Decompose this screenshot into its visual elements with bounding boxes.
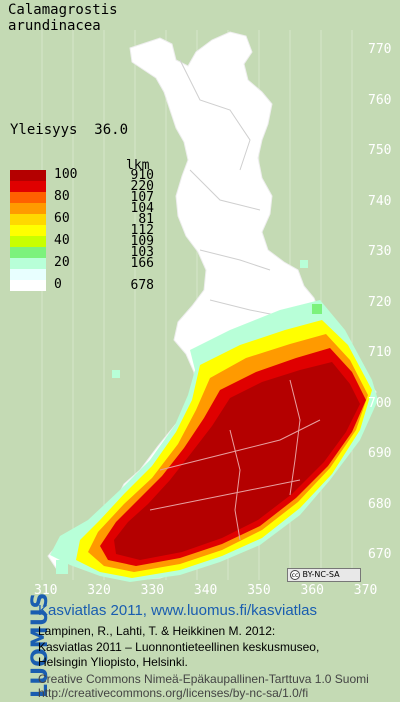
species-name-line1: Calamagrostis <box>8 2 118 18</box>
x-axis-label: 330 <box>140 583 165 598</box>
outlier-cell <box>56 560 68 574</box>
license-badge-text: BY-NC-SA <box>302 570 340 579</box>
map-svg <box>41 30 378 582</box>
y-axis-label: 670 <box>368 547 392 562</box>
legend-swatch <box>10 280 46 291</box>
y-axis-label: 700 <box>368 395 392 411</box>
citation-line-1: Lampinen, R., Lahti, T. & Heikkinen M. 2… <box>38 624 276 638</box>
legend-class-label: 100 <box>54 167 78 182</box>
legend-count: 112 <box>130 223 154 238</box>
y-axis-label: 740 <box>368 193 392 209</box>
legend-class-label: 40 <box>54 233 70 248</box>
species-name-line2: arundinacea <box>8 18 101 34</box>
outlier-cell <box>300 260 308 268</box>
legend-count-header: lkm <box>126 158 150 173</box>
zone-dark-red <box>114 362 360 560</box>
license-badge[interactable]: cc BY-NC-SA <box>287 568 361 582</box>
region-borders-south <box>149 379 321 541</box>
legend-swatch <box>10 192 46 203</box>
citation-line-3: Helsingin Yliopisto, Helsinki. <box>38 655 188 669</box>
outlier-cell <box>112 370 120 378</box>
y-axis-label: 760 <box>368 92 392 108</box>
legend-swatch <box>10 247 46 258</box>
x-axis-label: 370 <box>353 583 378 598</box>
map-legend: lkm 100 910 220 80 107 104 60 81 112 40 109 103 20 16… <box>10 158 170 298</box>
legend-count: 104 <box>130 201 154 216</box>
y-axis-label: 720 <box>368 294 392 310</box>
legend-swatch <box>10 170 46 181</box>
legend-swatch <box>10 203 46 214</box>
legend-swatch <box>10 269 46 280</box>
frequency-label: Yleisyys <box>10 122 78 138</box>
legend-class-label: 20 <box>54 255 70 270</box>
species-name: Calamagrostis arundinacea <box>8 2 118 34</box>
occurrence-zones <box>50 260 378 582</box>
frequency-value: 36.0 <box>94 122 129 138</box>
citation-line-2: Kasviatlas 2011 – Luonnontieteellinen ke… <box>38 640 320 654</box>
legend-count: 109 <box>130 234 154 249</box>
frequency-readout: Yleisyys 36.0 <box>10 122 128 138</box>
y-axis-label: 770 <box>368 42 392 57</box>
legend-swatch <box>10 225 46 236</box>
x-axis-label: 340 <box>193 583 218 598</box>
legend-class-label: 60 <box>54 211 70 226</box>
legend-swatch <box>10 214 46 225</box>
footer <box>0 600 400 702</box>
y-axis-label: 680 <box>368 496 392 512</box>
legend-count: 166 <box>130 256 154 271</box>
legend-count: 220 <box>130 179 154 194</box>
y-axis-label: 750 <box>368 143 392 158</box>
outlier-cell <box>312 304 322 314</box>
x-axis-label: 320 <box>87 583 111 598</box>
distribution-map: Calamagrostis arundinacea Yleisyys 36.0 … <box>8 2 392 598</box>
legend-class-label: 80 <box>54 189 70 204</box>
license-url[interactable]: http://creativecommons.org/licenses/by-n… <box>38 686 309 700</box>
legend-count: 678 <box>130 278 154 293</box>
y-axis-label: 710 <box>368 345 392 360</box>
legend-count: 107 <box>130 190 154 205</box>
x-axis-label: 310 <box>34 583 58 598</box>
legend-swatch <box>10 258 46 269</box>
y-axis-label: 730 <box>368 244 392 259</box>
legend-count: 910 <box>130 168 154 183</box>
license-text: Creative Commons Nimeä-Epäkaupallinen-Ta… <box>38 672 369 686</box>
cc-icon: cc <box>290 570 300 580</box>
y-axis-label: 690 <box>368 446 392 461</box>
atlas-link[interactable]: Kasviatlas 2011, www.luomus.fi/kasviatla… <box>38 602 318 619</box>
legend-swatch <box>10 236 46 247</box>
legend-count: 103 <box>130 245 154 260</box>
luomus-logo: LUOMUS <box>4 593 53 698</box>
legend-swatch <box>10 181 46 192</box>
legend-count: 81 <box>138 212 154 227</box>
x-axis-label: 350 <box>247 583 271 598</box>
legend-class-label: 0 <box>54 277 62 292</box>
x-axis-label: 360 <box>300 583 324 598</box>
